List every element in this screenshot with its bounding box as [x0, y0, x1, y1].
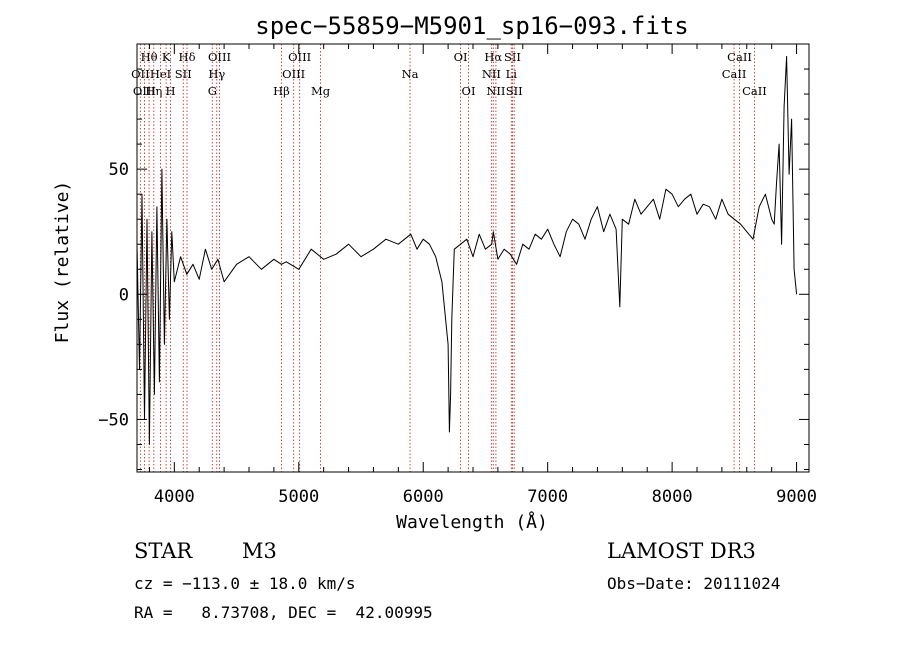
x-tick-label: 7000: [527, 487, 568, 507]
line-label: SII: [506, 84, 523, 98]
x-tick-label: 6000: [403, 487, 444, 507]
line-label: Hβ: [273, 84, 290, 98]
line-label: Mg: [311, 84, 331, 98]
line-label: OI: [462, 84, 476, 98]
observation-date: Obs−Date: 20111024: [607, 574, 781, 593]
line-label: OII: [131, 67, 150, 81]
line-label: K: [162, 50, 171, 64]
line-label: OIII: [282, 67, 305, 81]
line-label: CaII: [742, 84, 767, 98]
line-label: CaII: [727, 50, 752, 64]
y-tick-label: 50: [109, 160, 129, 180]
chart-title: spec−55859−M5901_sp16−093.fits: [255, 12, 688, 40]
line-label: H: [165, 84, 175, 98]
spectral-subclass: M3: [242, 539, 277, 563]
plot-frame: [136, 43, 810, 473]
line-label: NII: [486, 84, 505, 98]
y-tick-label: −50: [98, 410, 129, 430]
axis-ticks: 4000 5000 6000 7000 8000 9000 −50 0 50: [98, 44, 817, 507]
line-label: CaII: [722, 67, 747, 81]
redshift-velocity: cz = −113.0 ± 18.0 km/s: [134, 574, 356, 593]
x-tick-label: 4000: [154, 487, 195, 507]
series-layer: [136, 56, 798, 445]
line-label: SII: [504, 50, 521, 64]
line-label: Li: [506, 67, 518, 81]
line-label: HeI: [150, 67, 171, 81]
line-label: OIII: [288, 50, 311, 64]
line-label: OIII: [208, 50, 231, 64]
line-label: Na: [402, 67, 419, 81]
line-label: Hη: [145, 84, 162, 98]
x-tick-label: 9000: [776, 487, 817, 507]
x-tick-label: 5000: [278, 487, 319, 507]
line-label: SII: [175, 67, 192, 81]
survey-name: LAMOST DR3: [607, 539, 756, 563]
line-label: Hθ: [141, 50, 158, 64]
y-axis-label: Flux (relative): [52, 181, 73, 344]
y-tick-label: 0: [119, 285, 129, 305]
x-axis-label: Wavelength (Å): [396, 511, 548, 533]
line-label: OI: [454, 50, 468, 64]
object-class: STAR: [134, 539, 193, 563]
line-label: Hδ: [179, 50, 196, 64]
line-label: NII: [482, 67, 501, 81]
series-line: [136, 56, 798, 445]
coordinates: RA = 8.73708, DEC = 42.00995: [134, 603, 433, 622]
x-tick-label: 8000: [652, 487, 693, 507]
line-label: Hγ: [208, 67, 225, 81]
line-label: G: [208, 84, 217, 98]
line-label: Hα: [484, 50, 502, 64]
